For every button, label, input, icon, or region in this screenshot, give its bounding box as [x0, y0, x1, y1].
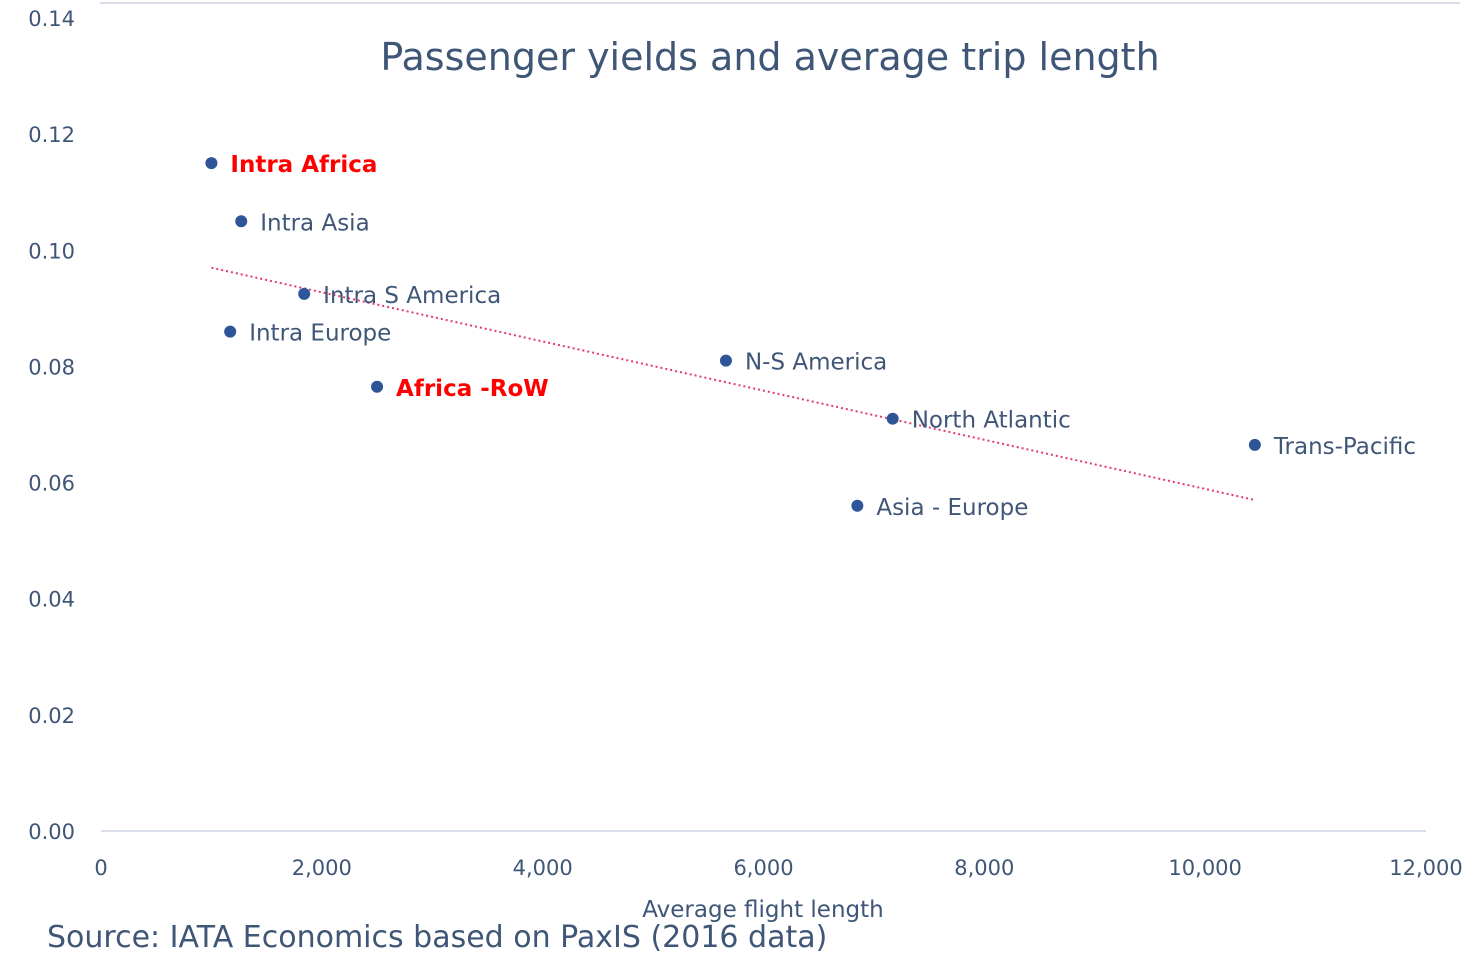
- chart-top-border: [100, 2, 1460, 4]
- data-point: [205, 157, 218, 170]
- data-point-label: N-S America: [745, 350, 887, 376]
- chart-title: Passenger yields and average trip length: [380, 35, 1159, 79]
- data-point: [851, 499, 864, 512]
- x-tick-label: 10,000: [1168, 856, 1241, 880]
- x-tick-label: 6,000: [733, 856, 793, 880]
- data-point-label: Intra Africa: [230, 152, 377, 178]
- x-tick-label: 0: [94, 856, 107, 880]
- data-point: [371, 380, 384, 393]
- y-tick-label: 0.04: [28, 588, 75, 612]
- data-point-label: Intra Europe: [249, 321, 391, 347]
- x-axis-label: Average flight length: [642, 897, 883, 923]
- data-point-label: Intra Asia: [260, 210, 369, 236]
- source-note: Source: IATA Economics based on PaxIS (2…: [47, 920, 828, 955]
- data-point: [235, 215, 248, 228]
- data-point-label: Intra S America: [323, 283, 501, 309]
- data-point-label: Trans-Pacific: [1273, 434, 1416, 460]
- data-point: [224, 325, 237, 338]
- x-tick-label: 8,000: [954, 856, 1014, 880]
- y-tick-label: 0.12: [28, 123, 75, 147]
- x-tick-label: 4,000: [513, 856, 573, 880]
- y-tick-label: 0.02: [28, 704, 75, 728]
- y-tick-label: 0.14: [28, 7, 75, 31]
- y-tick-label: 0.00: [28, 820, 75, 844]
- data-point-label: Africa -RoW: [396, 376, 549, 402]
- y-tick-label: 0.06: [28, 472, 75, 496]
- data-point-label: North Atlantic: [912, 408, 1071, 434]
- y-axis-ticks: 0.00 0.02 0.04 0.06 0.08 0.10 0.12 0.14: [28, 7, 75, 844]
- y-tick-label: 0.10: [28, 239, 75, 263]
- x-tick-label: 2,000: [292, 856, 352, 880]
- data-point: [1248, 438, 1261, 451]
- data-point-label: Asia - Europe: [876, 495, 1028, 521]
- data-point: [886, 412, 899, 425]
- data-points: Intra Africa Intra Asia Intra S America Int…: [205, 152, 1416, 521]
- x-axis-ticks: 0 2,000 4,000 6,000 8,000 10,000 12,000: [94, 856, 1462, 880]
- data-point: [719, 354, 732, 367]
- x-tick-label: 12,000: [1389, 856, 1462, 880]
- trendline: [211, 266, 1256, 501]
- y-tick-label: 0.08: [28, 355, 75, 379]
- data-point: [298, 287, 311, 300]
